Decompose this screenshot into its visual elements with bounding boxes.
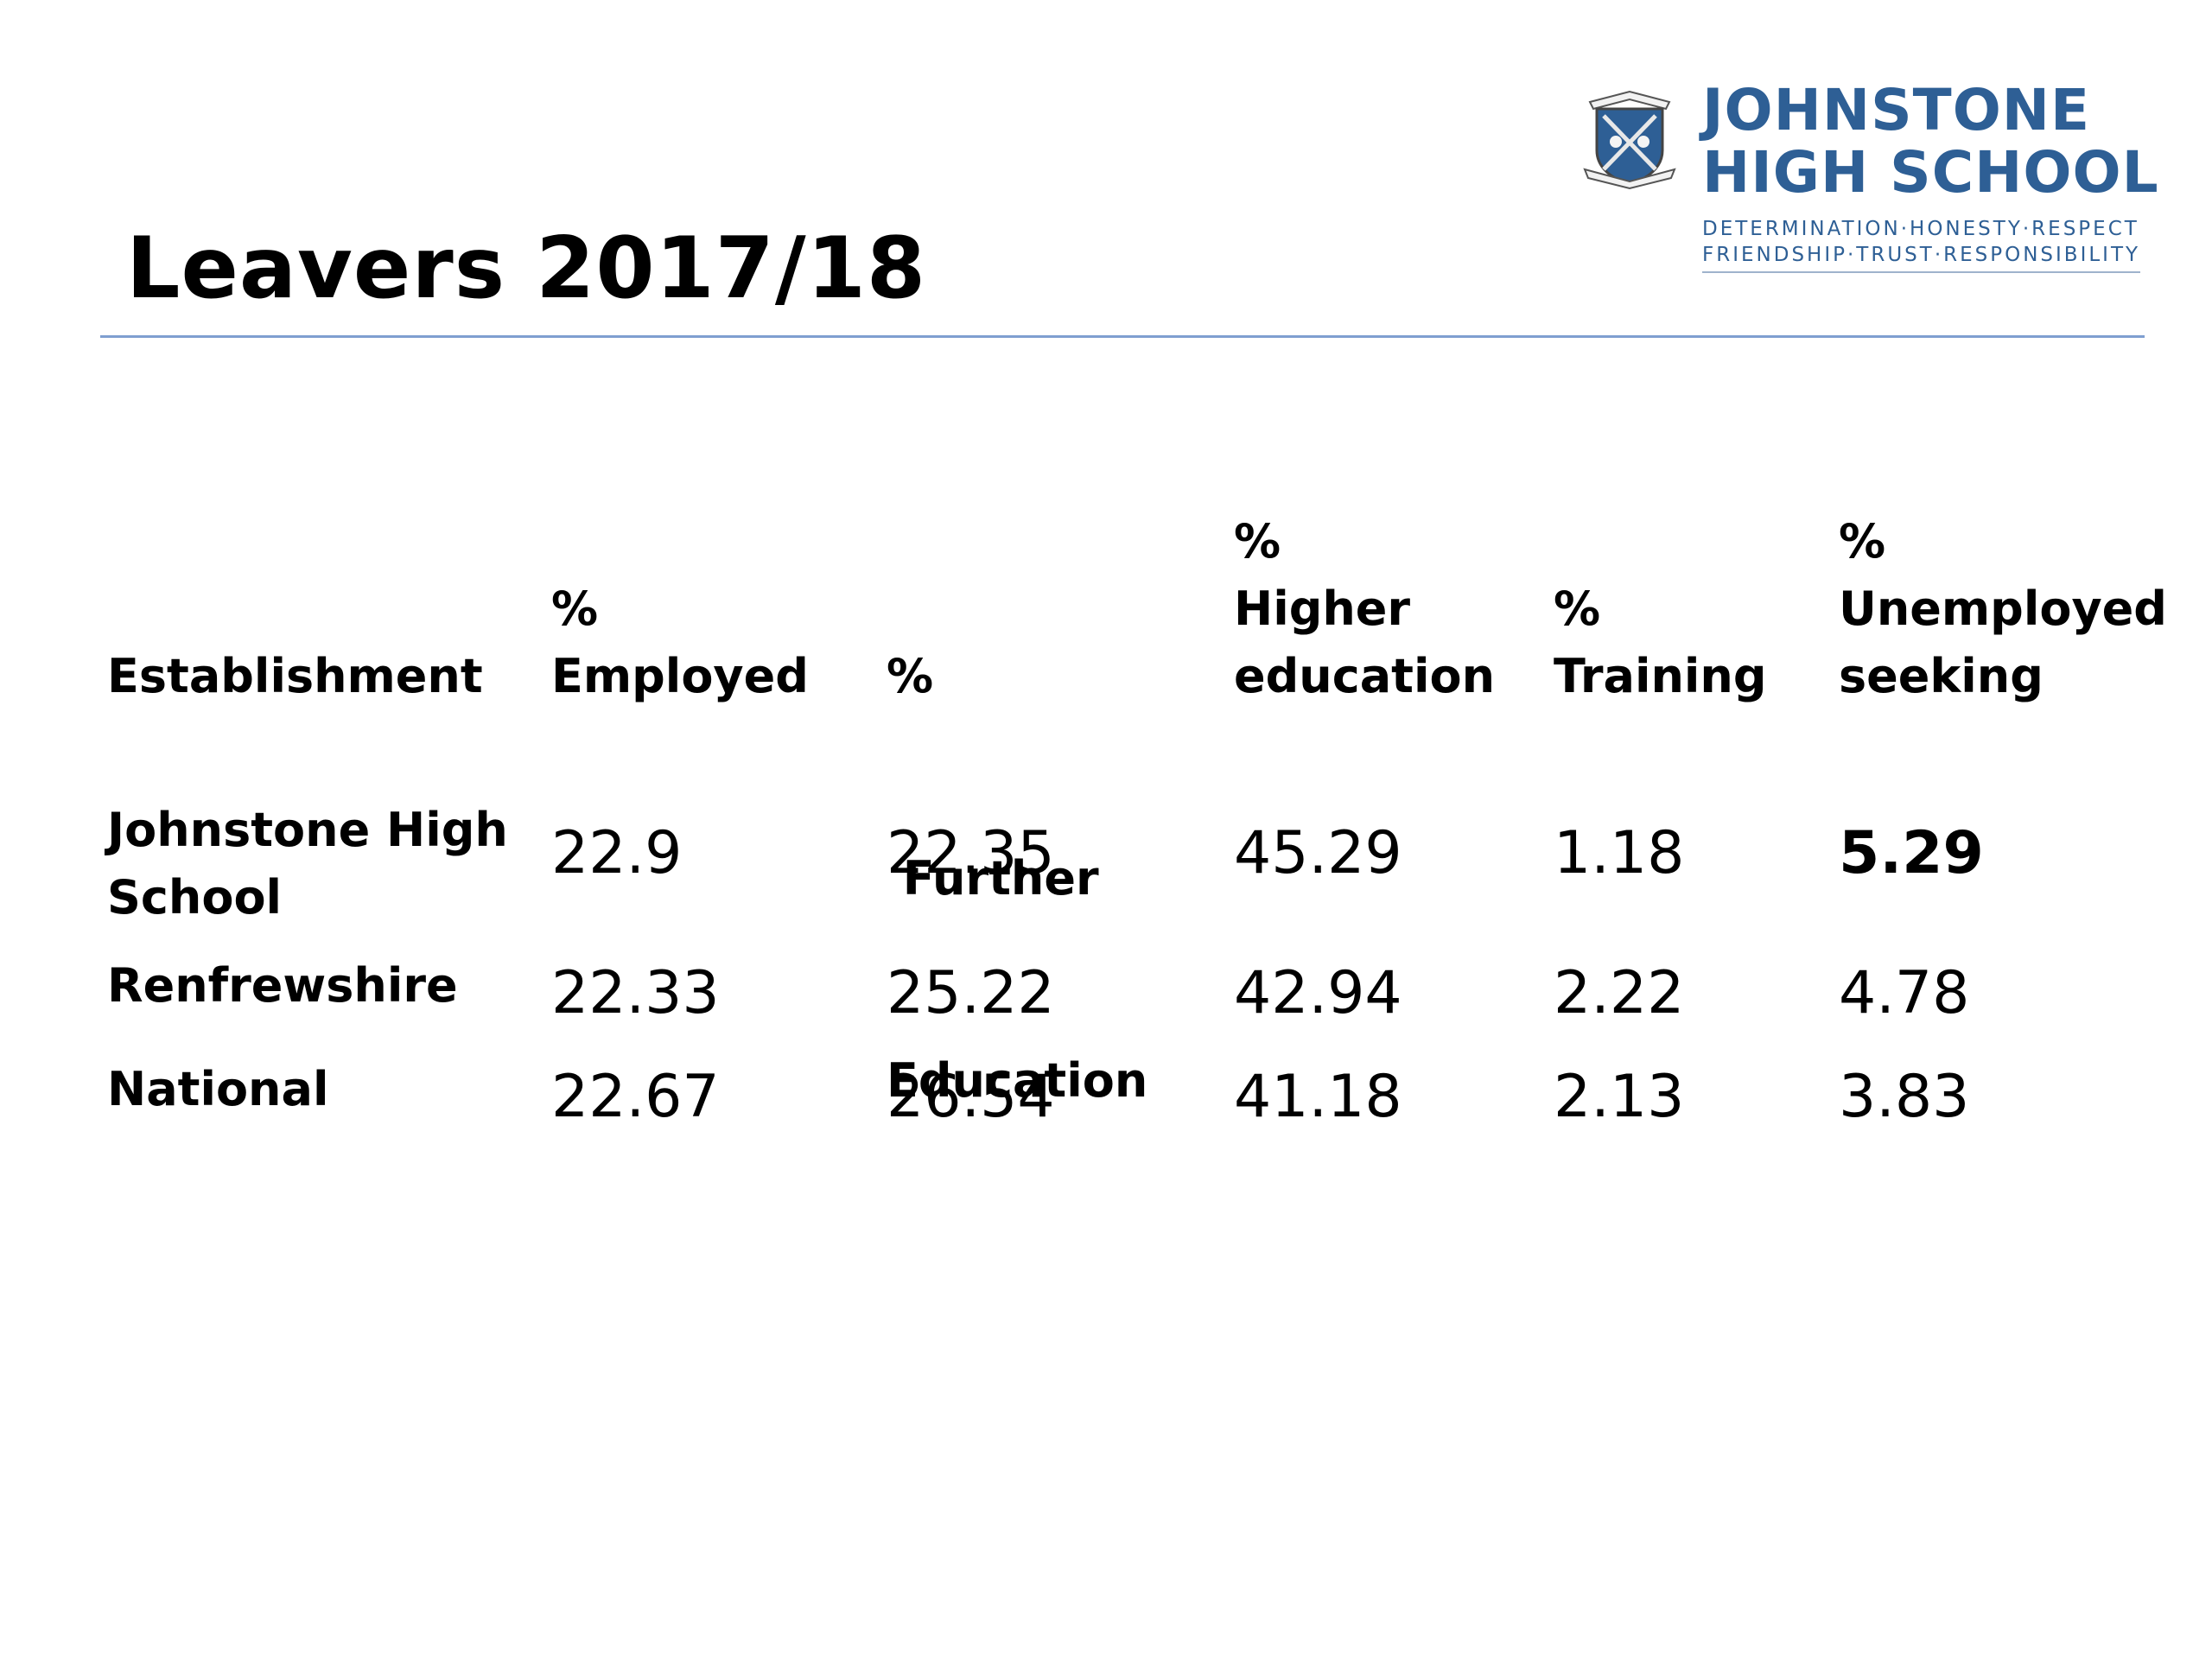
- header-training: % Training: [1554, 582, 1767, 703]
- slide-title: Leavers 2017/18: [126, 219, 927, 318]
- cell-johnstone-higher-education: 45.29: [1234, 819, 1402, 887]
- row-label-national: National: [107, 1062, 329, 1116]
- cell-johnstone-employed: 22.9: [551, 819, 683, 887]
- cell-renfrewshire-unemployed-seeking: 4.78: [1839, 959, 1970, 1027]
- school-crest-logo: [1583, 90, 1676, 190]
- school-motto-line2: FRIENDSHIP·TRUST·RESPONSIBILITY: [1702, 244, 2141, 266]
- school-motto: DETERMINATION·HONESTY·RESPECT FRIENDSHIP…: [1702, 216, 2141, 273]
- cell-national-further-education: 26.54: [887, 1063, 1055, 1131]
- header-higher-education: % Higher education: [1234, 514, 1496, 703]
- header-establishment: Establishment: [107, 649, 483, 703]
- header-unemployed-seeking: % Unemployed seeking: [1839, 514, 2167, 703]
- header-employed: % Employed: [551, 582, 809, 703]
- cell-renfrewshire-employed: 22.33: [551, 959, 720, 1027]
- cell-renfrewshire-higher-education: 42.94: [1234, 959, 1402, 1027]
- cell-johnstone-unemployed-seeking: 5.29: [1839, 819, 1984, 887]
- school-name: JOHNSTONE HIGH SCHOOL: [1702, 79, 2159, 204]
- cell-johnstone-further-education: 22.35: [887, 819, 1055, 887]
- row-label-renfrewshire: Renfrewshire: [107, 958, 458, 1013]
- cell-renfrewshire-further-education: 25.22: [887, 959, 1055, 1027]
- cell-national-employed: 22.67: [551, 1063, 720, 1131]
- cell-johnstone-training: 1.18: [1554, 819, 1685, 887]
- cell-national-unemployed-seeking: 3.83: [1839, 1063, 1970, 1131]
- row-label-johnstone-high-school: Johnstone High School: [107, 803, 508, 925]
- cell-national-training: 2.13: [1554, 1063, 1685, 1131]
- header-further-education: % Further Education: [887, 649, 1148, 1108]
- school-name-line2: HIGH SCHOOL: [1702, 139, 2159, 206]
- school-motto-line1: DETERMINATION·HONESTY·RESPECT: [1702, 218, 2139, 240]
- cell-national-higher-education: 41.18: [1234, 1063, 1402, 1131]
- cell-renfrewshire-training: 2.22: [1554, 959, 1685, 1027]
- title-divider: [100, 335, 2145, 338]
- school-name-line1: JOHNSTONE: [1702, 77, 2091, 143]
